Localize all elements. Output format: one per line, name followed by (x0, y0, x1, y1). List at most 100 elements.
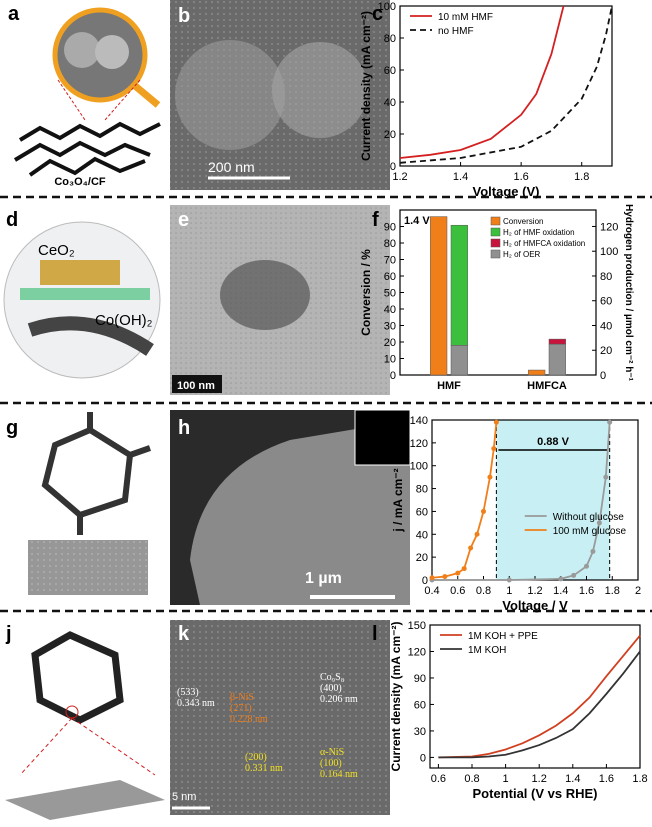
legend-label: 100 mM glucose (553, 526, 627, 537)
hrtem-image (170, 620, 390, 815)
x-tick-label: 1.4 (553, 585, 568, 597)
panel-label: i (372, 423, 378, 445)
point (493, 419, 499, 425)
legend-swatch (490, 227, 501, 237)
y-tick-label: 90 (414, 673, 426, 685)
panel-label: f (372, 209, 379, 231)
y2-tick-label: 20 (600, 345, 612, 357)
panel-label: c (372, 3, 383, 25)
y-tick-label: 40 (384, 304, 396, 316)
panel-label: h (178, 417, 190, 439)
x-axis-label: Potential (V vs RHE) (473, 786, 598, 801)
point (571, 572, 577, 578)
panel-label: k (178, 623, 190, 645)
y-tick-label: 80 (384, 238, 396, 250)
x-tick-label: 1 (503, 773, 509, 785)
hrtem-label: 0.228 nm (230, 714, 268, 725)
bar (528, 369, 546, 376)
chart: 0 20 40 60 80 100 1.2 1.4 1.6 1.8 Voltage (V) Curre… (359, 1, 613, 199)
y-axis-label: j / mA cm⁻² (391, 468, 405, 532)
y2-tick-label: 100 (600, 246, 618, 258)
x-tick-label: 1.2 (532, 773, 547, 785)
point (506, 577, 512, 583)
x-tick-label: 1.8 (605, 585, 620, 597)
point (603, 474, 609, 480)
hrtem-label: (400) (320, 683, 342, 694)
legend-swatch (490, 249, 501, 259)
hrtem-label: (100) (320, 758, 342, 769)
legend-label: 1M KOH + PPE (468, 631, 538, 642)
legend-swatch (490, 238, 501, 248)
point (584, 563, 589, 569)
line-series (431, 422, 498, 579)
hrtem-label: 0.343 nm (177, 698, 215, 709)
separators (0, 195, 652, 613)
y2-tick-label: 80 (600, 271, 612, 283)
y-tick-label: 40 (416, 529, 428, 541)
label: Co(OH)₂ (95, 312, 153, 329)
scale-label: 5 nm (172, 791, 196, 803)
y-tick-label: 60 (384, 65, 396, 77)
annotation: 1.4 V (404, 215, 430, 227)
y2-tick-label: 60 (600, 296, 612, 308)
bar-segment (450, 224, 468, 346)
y2-tick-label: 120 (600, 221, 618, 233)
x-tick-label: 1.2 (392, 171, 407, 183)
panel-label: b (178, 5, 190, 27)
legend-label: H₂ of HMFCA oxidation (503, 239, 585, 248)
x-axis-label: Voltage (V) (473, 184, 540, 199)
bar-segment (548, 343, 566, 376)
panel-label: a (8, 3, 20, 25)
hrtem-label: (200) (245, 752, 267, 763)
point (607, 419, 613, 425)
y2-tick-label: 0 (600, 370, 606, 382)
legend-label: no HMF (438, 26, 474, 37)
x-tick-label: 1.8 (632, 773, 647, 785)
y-tick-label: 60 (414, 699, 426, 711)
bar (430, 216, 448, 376)
y-tick-label: 30 (384, 321, 396, 333)
scale-label: 100 nm (177, 380, 215, 392)
point (429, 575, 435, 581)
y-axis-label: Current density (mA cm⁻²) (389, 622, 403, 772)
y-tick-label: 50 (384, 288, 396, 300)
line-series (399, 5, 613, 164)
line-series (399, 5, 565, 159)
legend-label: 1M KOH (468, 645, 506, 656)
x-tick-label: 1 (506, 585, 512, 597)
x-tick-label: 1.6 (579, 585, 594, 597)
legend-label: Without glucose (553, 512, 625, 523)
x-tick-label: 0.6 (431, 773, 446, 785)
legend-label: H₂ of OER (503, 250, 541, 259)
panel-a-illustration: Co₃O₄/CF (13, 7, 161, 188)
point (468, 545, 474, 551)
illustration (31, 631, 124, 724)
scale-label: 1 µm (305, 570, 342, 587)
hrtem-label: (271) (230, 703, 252, 714)
y-tick-label: 60 (384, 271, 396, 283)
y-tick-label: 120 (410, 438, 428, 450)
y-tick-label: 80 (416, 484, 428, 496)
y-tick-label: 40 (384, 97, 396, 109)
hrtem-label: (533) (177, 687, 199, 698)
x-tick-label: 1.2 (527, 585, 542, 597)
y-tick-label: 140 (410, 415, 428, 427)
plot-frame (429, 624, 641, 769)
line-series (438, 650, 641, 759)
hrtem-label: 0.206 nm (320, 694, 358, 705)
scale-label: 200 nm (208, 159, 255, 175)
point (491, 446, 497, 452)
y-tick-label: 120 (408, 646, 426, 658)
plot-frame (399, 5, 613, 167)
bar-segment (548, 338, 566, 345)
bar-segment (450, 345, 468, 376)
x-tick-label: 2 (635, 585, 641, 597)
point (590, 548, 596, 554)
hrtem-label: 0.331 nm (245, 763, 283, 774)
x-tick-label: 1.6 (599, 773, 614, 785)
x-tick-label: 1.4 (453, 171, 468, 183)
panel-label: l (372, 623, 378, 645)
y-tick-label: 100 (410, 461, 428, 473)
x-tick-label: 1.8 (574, 171, 589, 183)
